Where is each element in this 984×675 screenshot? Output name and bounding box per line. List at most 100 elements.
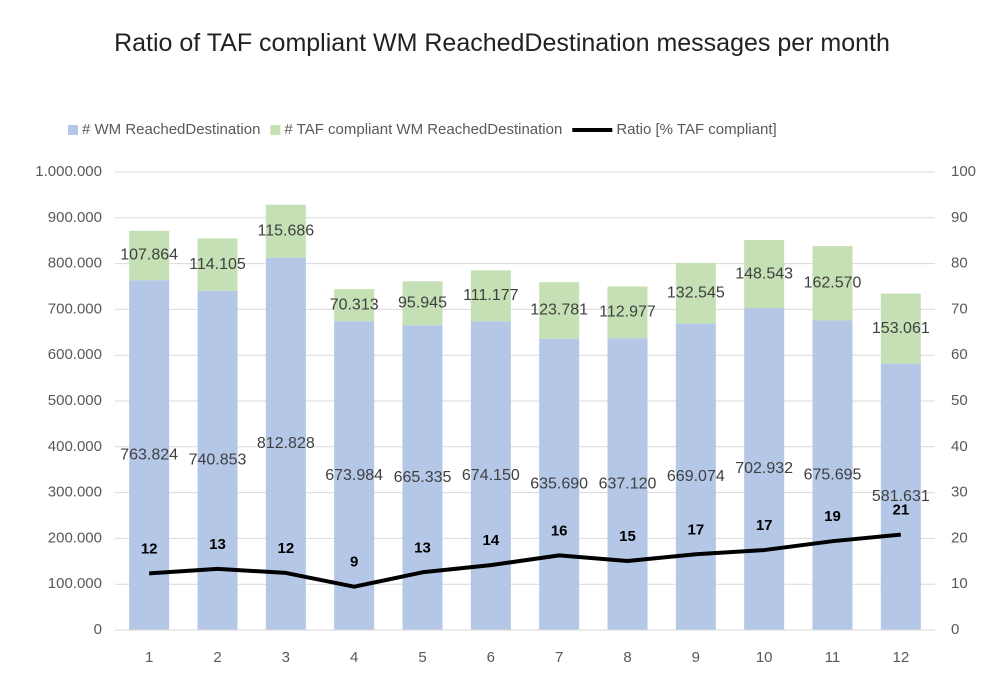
- x-tick-label: 12: [892, 649, 909, 666]
- data-label: 162.570: [804, 275, 862, 292]
- y-tick-label: 1.000.000: [35, 163, 102, 180]
- bar-segment: [675, 323, 716, 630]
- data-label: 114.105: [189, 256, 246, 273]
- y-tick-label: 300.000: [48, 484, 102, 501]
- x-tick-label: 7: [555, 649, 563, 666]
- chart-title: Ratio of TAF compliant WM ReachedDestina…: [114, 29, 890, 57]
- y-tick-label: 700.000: [48, 300, 102, 317]
- bar-segment: [812, 246, 853, 321]
- bar-segment: [334, 321, 375, 630]
- bar-segment: [470, 321, 511, 630]
- bar-segment: [470, 270, 511, 322]
- data-label: 112.977: [599, 304, 656, 321]
- legend-label: Ratio [% TAF compliant]: [616, 121, 776, 138]
- y-tick-label: 500.000: [48, 392, 102, 409]
- legend-label: # WM ReachedDestination: [82, 121, 260, 138]
- data-label: 107.864: [120, 247, 178, 264]
- bar-segment: [197, 290, 238, 630]
- bar-segment: [744, 240, 785, 309]
- x-tick-label: 3: [282, 649, 290, 666]
- y2-tick-label: 60: [951, 346, 968, 363]
- bar-segment: [129, 230, 170, 281]
- y2-tick-label: 70: [951, 300, 968, 317]
- y2-tick-label: 30: [951, 484, 968, 501]
- data-label: 675.695: [804, 466, 862, 483]
- data-label: 763.824: [120, 446, 178, 463]
- y2-tick-label: 10: [951, 575, 968, 592]
- bar-segment: [539, 282, 580, 339]
- y-tick-label: 400.000: [48, 438, 102, 455]
- bar-segment: [744, 308, 785, 630]
- line-label: 13: [414, 539, 431, 556]
- data-label: 669.074: [667, 468, 725, 485]
- bar-segment: [607, 286, 648, 339]
- bar-segment: [812, 320, 853, 630]
- line-label: 17: [687, 521, 704, 538]
- data-label: 123.781: [530, 302, 588, 319]
- line-label: 17: [756, 517, 773, 534]
- bar-segment: [607, 338, 648, 630]
- bar-segment: [197, 238, 238, 291]
- y2-tick-label: 50: [951, 392, 968, 409]
- legend-swatch: [68, 125, 78, 135]
- data-label: 581.631: [872, 488, 930, 505]
- line-label: 12: [277, 540, 294, 557]
- bar-segment: [265, 204, 306, 258]
- data-label: 674.150: [462, 467, 520, 484]
- y2-tick-label: 20: [951, 529, 968, 546]
- bar-segment: [402, 281, 443, 326]
- line-label: 13: [209, 536, 226, 553]
- bar-segment: [265, 257, 306, 630]
- data-label: 673.984: [325, 467, 383, 484]
- y-tick-label: 0: [94, 621, 102, 638]
- data-label: 702.932: [735, 460, 793, 477]
- line-label: 16: [551, 522, 568, 539]
- bar-segment: [880, 363, 921, 630]
- data-label: 665.335: [394, 469, 452, 486]
- data-label: 637.120: [599, 475, 657, 492]
- y-tick-label: 600.000: [48, 346, 102, 363]
- data-label: 153.061: [872, 320, 930, 337]
- data-label: 148.543: [735, 265, 793, 282]
- x-tick-label: 1: [145, 649, 153, 666]
- y2-tick-label: 0: [951, 621, 959, 638]
- line-label: 21: [892, 502, 909, 519]
- data-label: 111.177: [463, 287, 519, 304]
- y-tick-label: 200.000: [48, 529, 102, 546]
- data-label: 70.313: [330, 296, 379, 313]
- line-series: [149, 532, 902, 589]
- legend-label: # TAF compliant WM ReachedDestination: [284, 121, 562, 138]
- y2-tick-label: 100: [951, 163, 976, 180]
- x-tick-label: 10: [756, 649, 773, 666]
- data-label: 740.853: [189, 452, 247, 469]
- data-label: 132.545: [667, 284, 725, 301]
- bar-segment: [402, 325, 443, 630]
- line-label: 19: [824, 508, 841, 525]
- line-label: 14: [482, 532, 499, 549]
- y2-tick-label: 80: [951, 255, 968, 272]
- x-tick-label: 8: [623, 649, 631, 666]
- y-tick-label: 800.000: [48, 255, 102, 272]
- bar-segment: [539, 338, 580, 630]
- y2-tick-label: 90: [951, 209, 968, 226]
- y-tick-label: 100.000: [48, 575, 102, 592]
- x-tick-label: 11: [825, 649, 841, 666]
- bar-segment: [880, 293, 921, 364]
- y-tick-label: 900.000: [48, 209, 102, 226]
- x-tick-label: 9: [692, 649, 700, 666]
- legend-swatch: [270, 125, 281, 135]
- line-label: 9: [350, 554, 358, 571]
- bar-segment: [334, 289, 375, 322]
- data-label: 115.686: [258, 222, 315, 239]
- x-tick-label: 6: [487, 649, 495, 666]
- x-tick-label: 5: [418, 649, 426, 666]
- data-label: 95.945: [398, 295, 447, 312]
- data-label: 635.690: [530, 476, 588, 493]
- x-tick-label: 4: [350, 649, 358, 666]
- data-label: 812.828: [257, 435, 315, 452]
- x-tick-label: 2: [213, 649, 221, 666]
- bar-segment: [675, 262, 716, 324]
- line-label: 15: [619, 528, 636, 545]
